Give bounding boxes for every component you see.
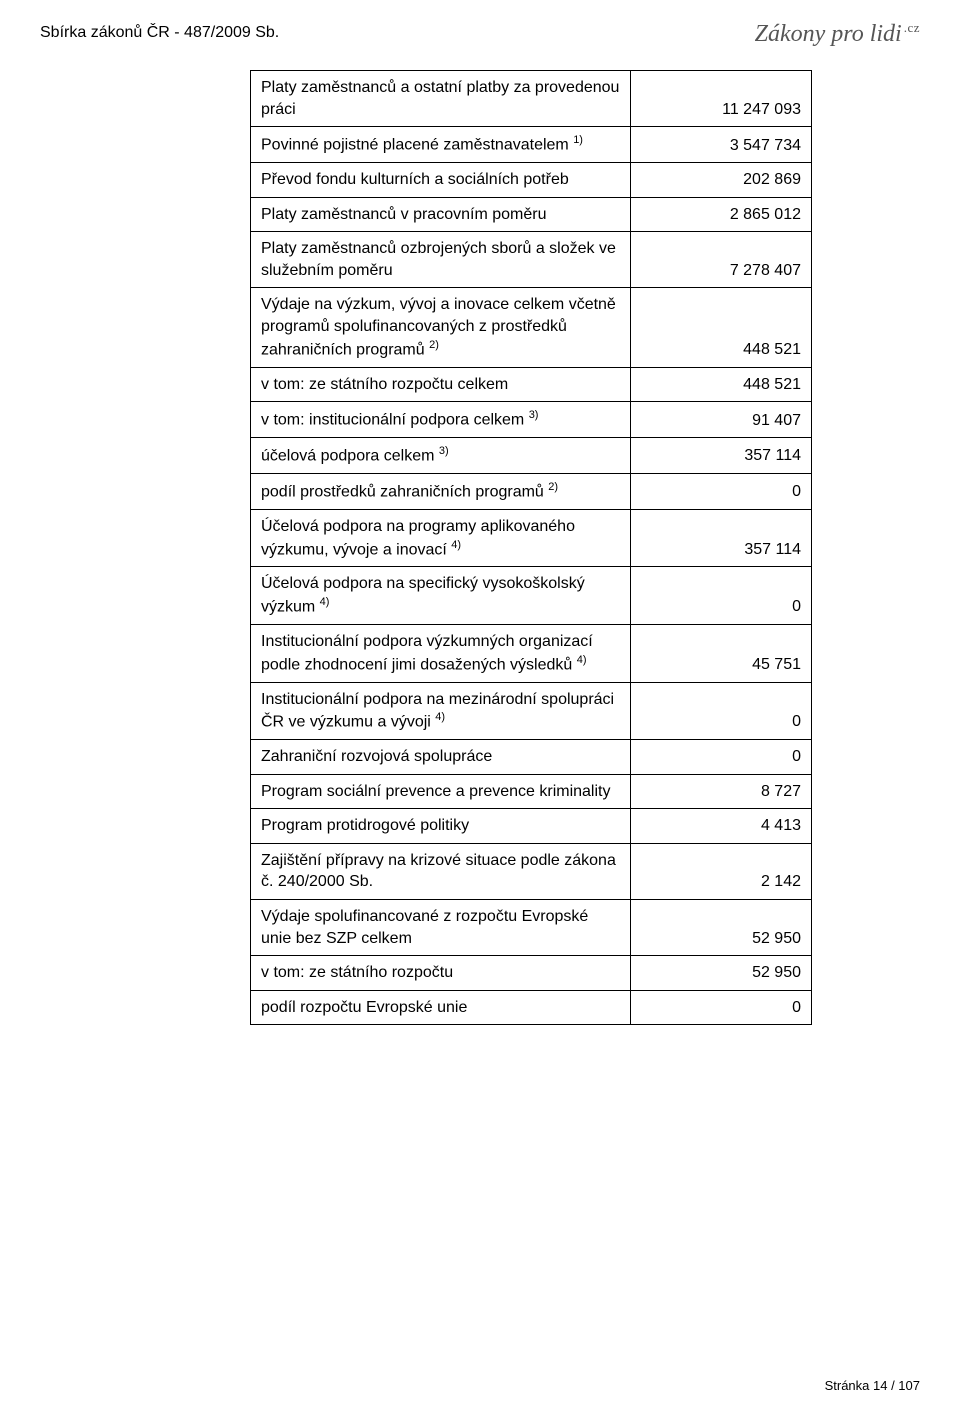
table-row: Účelová podpora na specifický vysokoškol… <box>251 567 811 625</box>
row-value: 202 869 <box>631 163 811 197</box>
table-row: Platy zaměstnanců v pracovním poměru2 86… <box>251 198 811 233</box>
row-label: v tom: ze státního rozpočtu celkem <box>251 368 631 402</box>
row-label: Zajištění přípravy na krizové situace po… <box>251 844 631 899</box>
brand-main: Zákony pro lidi <box>755 21 902 47</box>
brand-suffix: .cz <box>904 20 920 35</box>
header-brand: Zákony pro lidi.cz <box>755 20 920 48</box>
page-footer: Stránka 14 / 107 <box>825 1378 920 1393</box>
row-value: 448 521 <box>631 368 811 402</box>
page: Sbírka zákonů ČR - 487/2009 Sb. Zákony p… <box>0 0 960 1409</box>
row-value: 0 <box>631 567 811 624</box>
row-value: 0 <box>631 740 811 774</box>
row-value: 3 547 734 <box>631 127 811 162</box>
row-value: 2 865 012 <box>631 198 811 232</box>
row-label: Institucionální podpora na mezinárodní s… <box>251 683 631 740</box>
row-value: 0 <box>631 991 811 1025</box>
row-label: Program protidrogové politiky <box>251 809 631 843</box>
table-row: účelová podpora celkem 3)357 114 <box>251 438 811 474</box>
table-row: Platy zaměstnanců ozbrojených sborů a sl… <box>251 232 811 288</box>
row-label: Platy zaměstnanců v pracovním poměru <box>251 198 631 232</box>
table-row: Institucionální podpora výzkumných organ… <box>251 625 811 683</box>
row-value: 2 142 <box>631 844 811 899</box>
row-value: 448 521 <box>631 288 811 366</box>
table-row: Převod fondu kulturních a sociálních pot… <box>251 163 811 198</box>
row-label: Platy zaměstnanců ozbrojených sborů a sl… <box>251 232 631 287</box>
table-row: podíl rozpočtu Evropské unie0 <box>251 991 811 1026</box>
table-row: Výdaje spolufinancované z rozpočtu Evrop… <box>251 900 811 956</box>
table-row: v tom: ze státního rozpočtu52 950 <box>251 956 811 991</box>
row-value: 7 278 407 <box>631 232 811 287</box>
row-value: 45 751 <box>631 625 811 682</box>
row-label: účelová podpora celkem 3) <box>251 438 631 473</box>
table-row: Zajištění přípravy na krizové situace po… <box>251 844 811 900</box>
row-label: Účelová podpora na programy aplikovaného… <box>251 510 631 567</box>
table-row: Výdaje na výzkum, vývoj a inovace celkem… <box>251 288 811 367</box>
row-label: Zahraniční rozvojová spolupráce <box>251 740 631 774</box>
row-label: Program sociální prevence a prevence kri… <box>251 775 631 809</box>
table-row: Institucionální podpora na mezinárodní s… <box>251 683 811 741</box>
table-row: Program sociální prevence a prevence kri… <box>251 775 811 810</box>
row-label: Převod fondu kulturních a sociálních pot… <box>251 163 631 197</box>
header-left-text: Sbírka zákonů ČR - 487/2009 Sb. <box>40 24 279 42</box>
table-row: Platy zaměstnanců a ostatní platby za pr… <box>251 71 811 127</box>
table-row: Účelová podpora na programy aplikovaného… <box>251 510 811 568</box>
budget-table: Platy zaměstnanců a ostatní platby za pr… <box>250 70 812 1025</box>
row-value: 8 727 <box>631 775 811 809</box>
row-label: Výdaje na výzkum, vývoj a inovace celkem… <box>251 288 631 366</box>
row-value: 91 407 <box>631 402 811 437</box>
table-row: v tom: institucionální podpora celkem 3)… <box>251 402 811 438</box>
row-label: Institucionální podpora výzkumných organ… <box>251 625 631 682</box>
page-header: Sbírka zákonů ČR - 487/2009 Sb. Zákony p… <box>40 24 920 52</box>
row-label: Povinné pojistné placené zaměstnavatelem… <box>251 127 631 162</box>
row-value: 357 114 <box>631 438 811 473</box>
row-value: 0 <box>631 474 811 509</box>
table-row: Zahraniční rozvojová spolupráce0 <box>251 740 811 775</box>
row-value: 357 114 <box>631 510 811 567</box>
row-label: Účelová podpora na specifický vysokoškol… <box>251 567 631 624</box>
row-value: 4 413 <box>631 809 811 843</box>
row-label: podíl prostředků zahraničních programů 2… <box>251 474 631 509</box>
row-label: Platy zaměstnanců a ostatní platby za pr… <box>251 71 631 126</box>
row-label: Výdaje spolufinancované z rozpočtu Evrop… <box>251 900 631 955</box>
row-value: 11 247 093 <box>631 71 811 126</box>
row-label: v tom: institucionální podpora celkem 3) <box>251 402 631 437</box>
table-row: Povinné pojistné placené zaměstnavatelem… <box>251 127 811 163</box>
table-row: v tom: ze státního rozpočtu celkem448 52… <box>251 368 811 403</box>
table-row: podíl prostředků zahraničních programů 2… <box>251 474 811 510</box>
row-value: 52 950 <box>631 900 811 955</box>
row-label: podíl rozpočtu Evropské unie <box>251 991 631 1025</box>
row-value: 52 950 <box>631 956 811 990</box>
row-label: v tom: ze státního rozpočtu <box>251 956 631 990</box>
table-row: Program protidrogové politiky4 413 <box>251 809 811 844</box>
row-value: 0 <box>631 683 811 740</box>
